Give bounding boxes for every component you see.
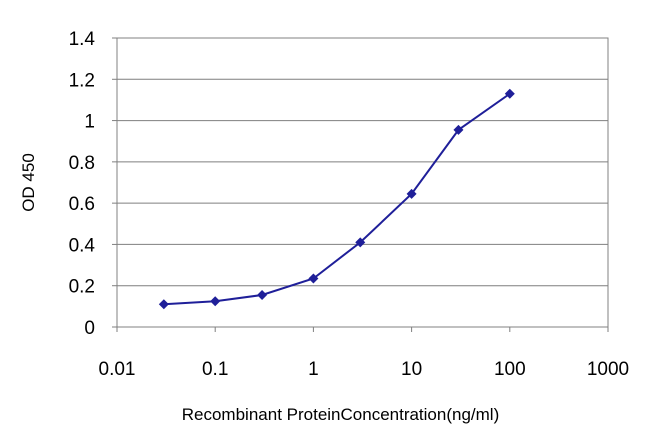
data-point bbox=[406, 188, 417, 199]
data-point bbox=[504, 88, 515, 99]
x-tick-label: 0.01 bbox=[99, 359, 136, 380]
x-tick-label: 1000 bbox=[587, 359, 629, 380]
x-tick-label: 1 bbox=[308, 359, 319, 380]
x-axis: 0.01 0.1 1 10 100 1000 bbox=[99, 327, 629, 380]
series-group bbox=[158, 88, 515, 310]
data-point bbox=[158, 299, 169, 310]
data-point bbox=[210, 296, 221, 307]
y-tick-label: 0 bbox=[84, 318, 95, 339]
data-point bbox=[257, 290, 268, 301]
y-axis-title: OD 450 bbox=[19, 153, 38, 212]
gridlines bbox=[117, 78, 608, 287]
y-tick-label: 1.2 bbox=[69, 70, 95, 91]
data-point bbox=[453, 124, 464, 135]
y-tick-label: 0.2 bbox=[69, 277, 95, 298]
x-tick-label: 100 bbox=[494, 359, 526, 380]
data-point bbox=[355, 237, 366, 248]
y-tick-label: 1 bbox=[84, 112, 95, 133]
x-axis-title: Recombinant ProteinConcentration(ng/ml) bbox=[182, 405, 500, 424]
y-tick-label: 0.6 bbox=[69, 194, 95, 215]
x-tick-label: 0.1 bbox=[202, 359, 228, 380]
series-line bbox=[163, 92, 511, 306]
data-point bbox=[308, 273, 319, 284]
y-tick-label: 1.4 bbox=[69, 29, 96, 50]
x-tick-label: 10 bbox=[401, 359, 422, 380]
y-tick-label: 0.8 bbox=[69, 153, 95, 174]
y-tick-label: 0.4 bbox=[69, 235, 96, 256]
y-axis: 0 0.2 0.4 0.6 0.8 1 1.2 1.4 bbox=[69, 29, 117, 339]
plot-area bbox=[116, 37, 609, 328]
